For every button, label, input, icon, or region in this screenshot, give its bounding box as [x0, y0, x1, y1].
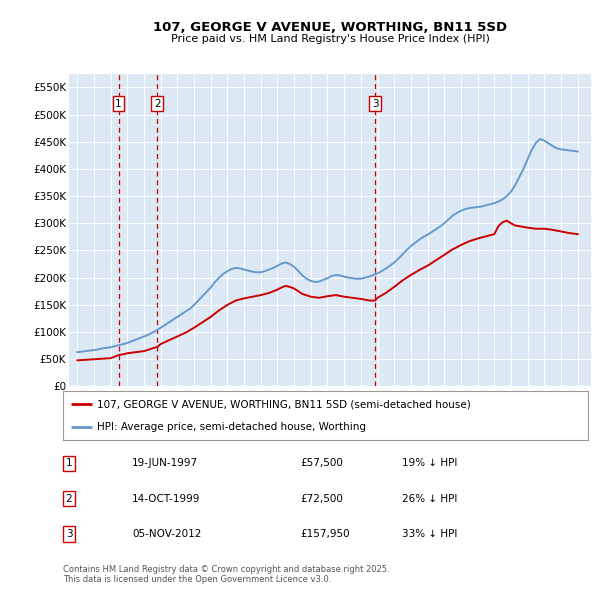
Text: 33% ↓ HPI: 33% ↓ HPI: [402, 529, 457, 539]
Text: 19-JUN-1997: 19-JUN-1997: [132, 458, 198, 468]
Text: 3: 3: [65, 529, 73, 539]
Text: 19% ↓ HPI: 19% ↓ HPI: [402, 458, 457, 468]
Text: £72,500: £72,500: [300, 494, 343, 503]
Text: 1: 1: [65, 458, 73, 468]
Text: 05-NOV-2012: 05-NOV-2012: [132, 529, 202, 539]
Text: 2: 2: [154, 99, 161, 109]
Text: HPI: Average price, semi-detached house, Worthing: HPI: Average price, semi-detached house,…: [97, 422, 366, 432]
Text: £157,950: £157,950: [300, 529, 350, 539]
Text: Price paid vs. HM Land Registry's House Price Index (HPI): Price paid vs. HM Land Registry's House …: [170, 34, 490, 44]
Text: 107, GEORGE V AVENUE, WORTHING, BN11 5SD (semi-detached house): 107, GEORGE V AVENUE, WORTHING, BN11 5SD…: [97, 399, 471, 409]
Text: Contains HM Land Registry data © Crown copyright and database right 2025.
This d: Contains HM Land Registry data © Crown c…: [63, 565, 389, 584]
Text: 107, GEORGE V AVENUE, WORTHING, BN11 5SD: 107, GEORGE V AVENUE, WORTHING, BN11 5SD: [153, 21, 507, 34]
Text: 14-OCT-1999: 14-OCT-1999: [132, 494, 200, 503]
Text: £57,500: £57,500: [300, 458, 343, 468]
Text: 2: 2: [65, 494, 73, 503]
Text: 26% ↓ HPI: 26% ↓ HPI: [402, 494, 457, 503]
Text: 1: 1: [115, 99, 122, 109]
Text: 3: 3: [372, 99, 379, 109]
